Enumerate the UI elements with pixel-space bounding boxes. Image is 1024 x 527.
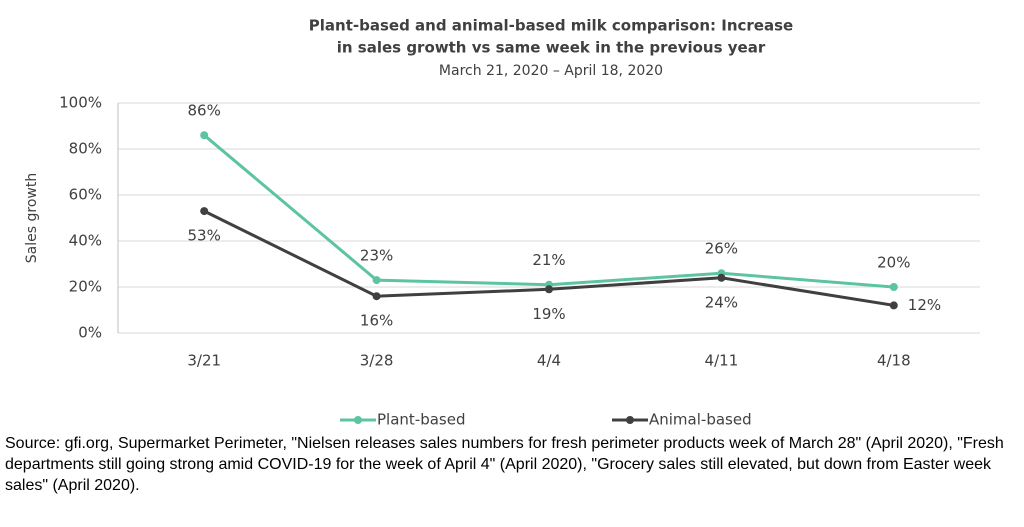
x-tick-label: 4/4 [537, 352, 561, 370]
data-label: 21% [532, 251, 565, 269]
data-label: 53% [188, 227, 221, 245]
x-tick-label: 3/28 [360, 352, 394, 370]
y-tick-label: 20% [69, 278, 102, 296]
chart-subtitle: March 21, 2020 – April 18, 2020 [439, 63, 663, 79]
y-tick-label: 40% [69, 232, 102, 250]
legend-label: Animal-based [649, 411, 752, 429]
data-point [889, 283, 898, 291]
data-point [717, 273, 726, 282]
source-note: Source: gfi.org, Supermarket Perimeter, … [5, 435, 1004, 494]
y-axis-label: Sales growth [24, 173, 40, 263]
data-label: 12% [908, 296, 941, 314]
y-tick-label: 80% [69, 140, 102, 158]
y-tick-label: 0% [78, 324, 102, 342]
chart-title: in sales growth vs same week in the prev… [337, 39, 766, 57]
chart-title: Plant-based and animal-based milk compar… [309, 17, 793, 35]
data-point [372, 276, 381, 285]
legend-label: Plant-based [377, 411, 465, 429]
x-tick-label: 4/11 [705, 352, 739, 370]
x-tick-label: 3/21 [187, 352, 221, 370]
data-label: 16% [360, 312, 393, 330]
y-tick-label: 100% [59, 94, 102, 112]
data-label: 20% [877, 254, 910, 272]
legend-marker [354, 416, 362, 424]
data-point [200, 207, 209, 216]
data-point [545, 285, 553, 294]
data-label: 23% [360, 247, 393, 265]
data-point [200, 131, 209, 140]
chart: Plant-based and animal-based milk compar… [24, 17, 980, 429]
data-point [889, 301, 898, 310]
y-tick-label: 60% [69, 186, 102, 204]
x-tick-label: 4/18 [877, 352, 911, 370]
data-label: 19% [532, 305, 565, 323]
data-label: 26% [705, 240, 738, 258]
data-point [372, 292, 381, 301]
data-label: 24% [705, 293, 738, 311]
legend-marker [626, 416, 634, 424]
data-label: 86% [188, 102, 221, 120]
